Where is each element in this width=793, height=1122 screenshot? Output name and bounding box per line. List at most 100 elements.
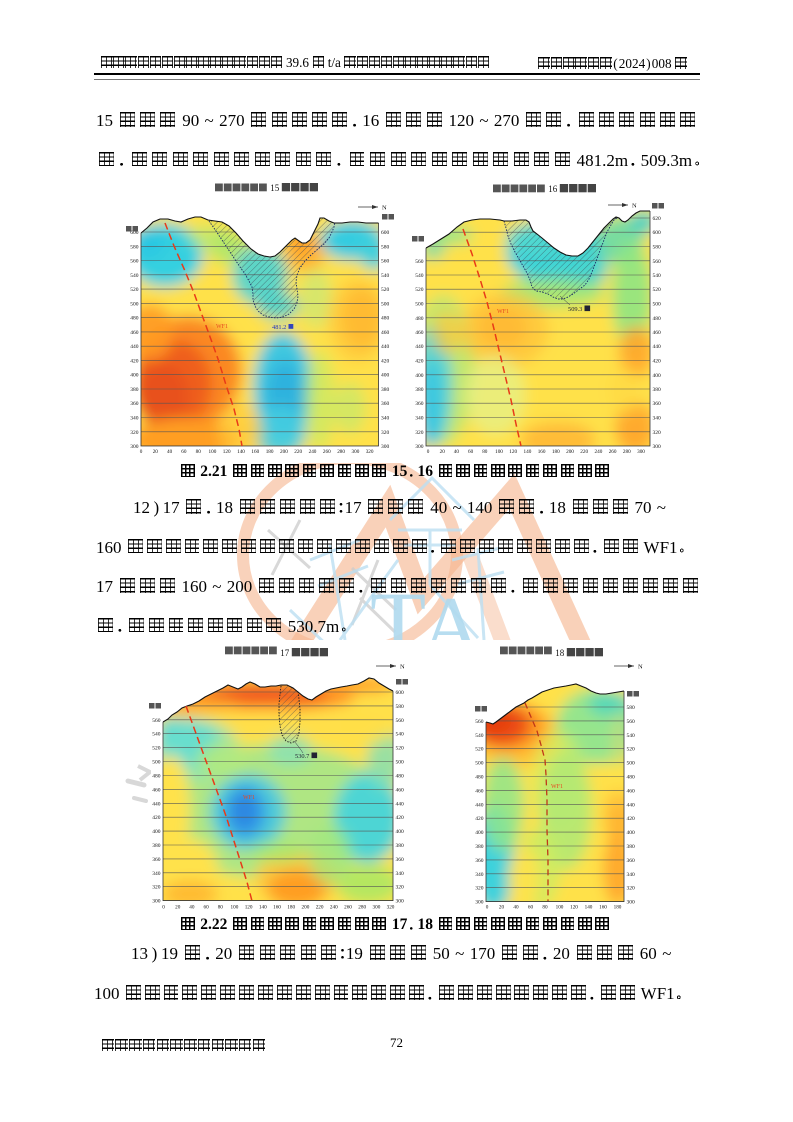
svg-text:460: 460	[415, 330, 424, 336]
svg-text:340: 340	[627, 872, 636, 878]
svg-text:420: 420	[627, 816, 636, 822]
svg-text:360: 360	[475, 858, 484, 864]
svg-text:60: 60	[181, 449, 187, 455]
svg-text:N: N	[632, 203, 637, 210]
svg-text:18: 18	[555, 648, 565, 658]
svg-text:280: 280	[358, 905, 366, 911]
svg-text:480: 480	[475, 775, 484, 781]
svg-text:15: 15	[270, 183, 280, 193]
svg-text:580: 580	[653, 245, 662, 251]
svg-text:360: 360	[381, 401, 390, 407]
svg-text:140: 140	[524, 449, 532, 455]
svg-text:460: 460	[152, 787, 161, 793]
svg-text:260: 260	[344, 905, 352, 911]
svg-text:460: 460	[627, 788, 636, 794]
svg-text:420: 420	[475, 816, 484, 822]
svg-text:260: 260	[609, 449, 617, 455]
svg-text:160: 160	[599, 905, 607, 911]
svg-text:N: N	[382, 205, 387, 212]
svg-text:380: 380	[396, 843, 405, 849]
svg-text:60: 60	[204, 905, 210, 911]
svg-text:540: 540	[415, 273, 424, 279]
svg-text:100: 100	[495, 449, 503, 455]
svg-text:300: 300	[130, 444, 139, 450]
svg-text:420: 420	[152, 815, 161, 821]
svg-text:40: 40	[167, 449, 173, 455]
svg-text:16: 16	[548, 184, 558, 194]
svg-text:N: N	[638, 664, 643, 671]
svg-text:300: 300	[475, 900, 484, 906]
svg-text:180: 180	[552, 449, 560, 455]
svg-text:220: 220	[294, 449, 302, 455]
svg-text:180: 180	[287, 905, 295, 911]
svg-text:WF1: WF1	[497, 309, 509, 315]
svg-text:560: 560	[130, 259, 139, 265]
svg-text:320: 320	[152, 885, 161, 891]
svg-text:460: 460	[396, 787, 405, 793]
svg-text:560: 560	[381, 259, 390, 265]
svg-text:580: 580	[396, 704, 405, 710]
svg-text:360: 360	[627, 858, 636, 864]
svg-text:100: 100	[556, 905, 564, 911]
svg-text:440: 440	[396, 801, 405, 807]
svg-text:400: 400	[152, 829, 161, 835]
svg-text:80: 80	[542, 905, 548, 911]
svg-text:380: 380	[415, 387, 424, 393]
svg-text:480: 480	[653, 316, 662, 322]
svg-text:400: 400	[653, 373, 662, 379]
svg-text:300: 300	[415, 444, 424, 450]
svg-text:400: 400	[396, 829, 405, 835]
svg-text:520: 520	[152, 746, 161, 752]
svg-text:480: 480	[627, 775, 636, 781]
svg-text:200: 200	[280, 449, 288, 455]
svg-text:620: 620	[653, 216, 662, 222]
svg-text:380: 380	[475, 844, 484, 850]
svg-text:480: 480	[130, 316, 139, 322]
svg-text:320: 320	[475, 886, 484, 892]
svg-text:400: 400	[130, 373, 139, 379]
svg-text:200: 200	[302, 905, 310, 911]
svg-text:460: 460	[653, 330, 662, 336]
svg-text:180: 180	[614, 905, 622, 911]
svg-text:600: 600	[653, 230, 662, 236]
svg-text:60: 60	[468, 449, 474, 455]
svg-text:80: 80	[218, 905, 224, 911]
svg-text:360: 360	[415, 401, 424, 407]
svg-text:320: 320	[366, 449, 374, 455]
svg-text:600: 600	[381, 230, 390, 236]
svg-text:20: 20	[175, 905, 181, 911]
svg-text:460: 460	[130, 330, 139, 336]
svg-text:340: 340	[152, 871, 161, 877]
svg-text:300: 300	[653, 444, 662, 450]
svg-text:240: 240	[330, 905, 338, 911]
svg-text:500: 500	[130, 301, 139, 307]
svg-text:300: 300	[627, 900, 636, 906]
svg-text:540: 540	[653, 273, 662, 279]
svg-text:80: 80	[482, 449, 488, 455]
svg-text:420: 420	[130, 358, 139, 364]
svg-text:380: 380	[381, 387, 390, 393]
svg-text:100: 100	[231, 905, 239, 911]
svg-text:520: 520	[627, 747, 636, 753]
svg-text:320: 320	[387, 905, 395, 911]
svg-text:600: 600	[130, 230, 139, 236]
svg-text:20: 20	[153, 449, 159, 455]
svg-text:N: N	[400, 664, 405, 671]
svg-text:420: 420	[653, 359, 662, 365]
svg-text:340: 340	[415, 416, 424, 422]
svg-text:0: 0	[140, 449, 143, 455]
svg-text:540: 540	[396, 732, 405, 738]
svg-text:540: 540	[475, 733, 484, 739]
svg-text:120: 120	[223, 449, 231, 455]
svg-text:160: 160	[273, 905, 281, 911]
svg-text:509.3: 509.3	[568, 306, 582, 313]
svg-text:40: 40	[454, 449, 460, 455]
svg-text:380: 380	[653, 387, 662, 393]
svg-text:500: 500	[381, 301, 390, 307]
svg-text:500: 500	[627, 761, 636, 767]
svg-text:300: 300	[373, 905, 381, 911]
svg-text:500: 500	[653, 302, 662, 308]
svg-text:WF1: WF1	[551, 784, 563, 790]
svg-text:240: 240	[309, 449, 317, 455]
svg-text:240: 240	[595, 449, 603, 455]
